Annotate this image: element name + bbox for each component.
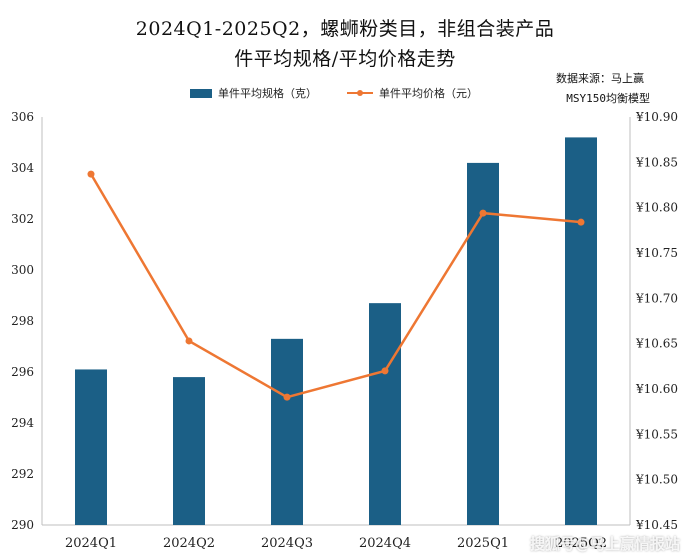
y-right-tick-label: ¥10.60 (635, 382, 678, 396)
x-tick-label: 2025Q1 (457, 536, 509, 551)
y-left-tick-label: 292 (11, 467, 34, 481)
legend-label-line: 单件平均价格（元） (379, 87, 478, 100)
legend-item-bar: 单件平均规格（克） (190, 85, 317, 101)
data-model: MSY150均衡模型 (566, 92, 650, 105)
legend-item-line: 单件平均价格（元） (347, 85, 478, 101)
watermark: 搜狐号@马上赢情报站 (529, 535, 680, 553)
y-right-tick-label: ¥10.45 (635, 518, 678, 532)
y-left-tick-label: 296 (11, 365, 34, 379)
x-tick-label: 2024Q1 (65, 536, 117, 551)
price-point-2024Q4 (381, 367, 389, 375)
chart-title-line2: 件平均规格/平均价格走势 (234, 48, 456, 70)
y-right-tick-label: ¥10.50 (635, 473, 678, 487)
y-left-tick-label: 304 (11, 161, 34, 175)
chart-title-line1: 2024Q1-2025Q2，螺蛳粉类目，非组合装产品 (135, 18, 555, 40)
y-right-tick-label: ¥10.70 (635, 291, 678, 305)
bar-2024Q1 (75, 369, 107, 525)
x-tick-label: 2024Q2 (163, 536, 215, 551)
y-right-tick-label: ¥10.65 (635, 337, 678, 351)
chart-legend: 单件平均规格（克） 单件平均价格（元） (190, 85, 508, 101)
bar-2024Q3 (271, 338, 303, 525)
y-right-tick-label: ¥10.55 (635, 427, 678, 441)
y-right-tick-label: ¥10.90 (635, 110, 678, 124)
bar-2024Q2 (173, 377, 205, 525)
y-left-tick-label: 302 (11, 212, 34, 226)
y-left-tick-label: 290 (11, 518, 34, 532)
price-point-2024Q1 (87, 170, 95, 178)
legend-swatch-bar (190, 88, 212, 98)
x-tick-label: 2025Q2 (555, 536, 607, 551)
x-tick-label: 2024Q4 (359, 536, 411, 551)
legend-swatch-line (347, 88, 373, 98)
price-line (89, 173, 582, 399)
bar-2025Q2 (565, 137, 597, 525)
data-source: 数据来源：马上赢 (556, 72, 644, 85)
y-left-tick-label: 300 (11, 263, 34, 277)
price-point-2024Q2 (185, 337, 193, 345)
price-point-2025Q2 (577, 218, 585, 226)
bar-2025Q1 (467, 162, 499, 525)
y-right-tick-label: ¥10.80 (635, 201, 678, 215)
bar-2024Q4 (369, 303, 401, 525)
y-left-tick-label: 298 (11, 314, 34, 328)
price-point-2025Q1 (479, 209, 487, 217)
y-right-tick-label: ¥10.85 (635, 155, 678, 169)
y-left-tick-label: 294 (11, 416, 34, 430)
y-left-tick-label: 306 (11, 110, 34, 124)
legend-label-bar: 单件平均规格（克） (218, 87, 317, 100)
price-point-2024Q3 (283, 393, 291, 401)
x-tick-label: 2024Q3 (261, 536, 313, 551)
y-right-tick-label: ¥10.75 (635, 246, 678, 260)
